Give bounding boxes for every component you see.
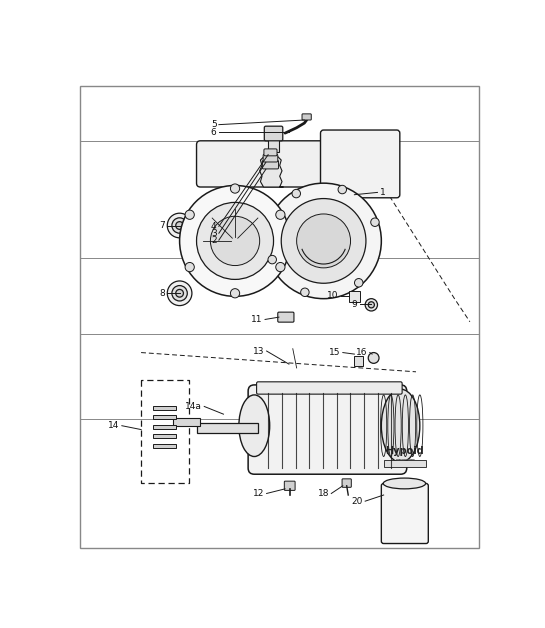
Text: 14: 14	[108, 421, 119, 430]
Polygon shape	[259, 156, 283, 187]
Circle shape	[354, 279, 363, 287]
Circle shape	[167, 281, 192, 306]
Bar	[384, 460, 426, 467]
Bar	[153, 425, 175, 429]
Text: 7: 7	[159, 221, 165, 230]
Text: 9: 9	[352, 300, 358, 308]
Circle shape	[185, 263, 195, 272]
Text: 18: 18	[318, 489, 329, 498]
Circle shape	[338, 185, 347, 194]
FancyBboxPatch shape	[262, 160, 278, 169]
Text: 2: 2	[211, 236, 216, 245]
Bar	[153, 415, 175, 419]
Circle shape	[296, 214, 350, 268]
Text: 8: 8	[159, 289, 165, 298]
Bar	[153, 406, 175, 409]
Bar	[153, 434, 175, 438]
Text: 5: 5	[211, 120, 216, 129]
Text: 12: 12	[253, 489, 264, 498]
Bar	[197, 423, 258, 433]
FancyBboxPatch shape	[342, 479, 352, 487]
Text: 4: 4	[211, 222, 216, 230]
FancyBboxPatch shape	[264, 149, 277, 156]
Ellipse shape	[239, 395, 270, 457]
Circle shape	[292, 189, 300, 198]
FancyBboxPatch shape	[197, 141, 354, 187]
Circle shape	[281, 198, 366, 283]
Circle shape	[301, 288, 309, 296]
Circle shape	[172, 286, 187, 301]
Circle shape	[231, 289, 240, 298]
Circle shape	[276, 210, 285, 219]
Text: Hypoid: Hypoid	[385, 446, 424, 456]
FancyBboxPatch shape	[263, 154, 278, 162]
Circle shape	[266, 183, 381, 299]
Circle shape	[276, 263, 285, 272]
FancyBboxPatch shape	[278, 312, 294, 322]
Text: 14a: 14a	[185, 402, 202, 411]
Text: 10: 10	[326, 291, 338, 300]
Text: 16: 16	[356, 348, 367, 357]
FancyBboxPatch shape	[248, 385, 407, 474]
Circle shape	[210, 216, 259, 266]
Circle shape	[167, 213, 192, 238]
Ellipse shape	[382, 389, 420, 462]
Text: 3: 3	[211, 229, 216, 238]
Circle shape	[172, 218, 187, 233]
Ellipse shape	[383, 478, 426, 489]
Circle shape	[231, 184, 240, 193]
Text: 6: 6	[211, 128, 216, 137]
Bar	[354, 357, 363, 365]
FancyBboxPatch shape	[257, 382, 402, 394]
Circle shape	[180, 185, 290, 296]
FancyBboxPatch shape	[264, 126, 283, 141]
Circle shape	[268, 256, 276, 264]
Bar	[349, 291, 360, 301]
Circle shape	[185, 210, 195, 219]
Bar	[268, 133, 279, 153]
Circle shape	[365, 299, 378, 311]
Bar	[153, 444, 175, 448]
Text: 13: 13	[253, 347, 264, 355]
Text: 11: 11	[251, 315, 263, 324]
Text: 15: 15	[329, 348, 341, 357]
Circle shape	[368, 301, 374, 308]
Circle shape	[197, 202, 274, 279]
Bar	[173, 418, 201, 426]
Circle shape	[371, 218, 379, 227]
Text: ──────: ──────	[395, 458, 414, 463]
Circle shape	[175, 290, 184, 297]
FancyBboxPatch shape	[284, 481, 295, 490]
Circle shape	[175, 222, 184, 229]
Text: 1: 1	[380, 188, 385, 197]
FancyBboxPatch shape	[320, 130, 400, 198]
FancyBboxPatch shape	[382, 484, 428, 543]
Circle shape	[368, 352, 379, 364]
Text: 20: 20	[352, 497, 363, 506]
FancyBboxPatch shape	[302, 114, 311, 120]
